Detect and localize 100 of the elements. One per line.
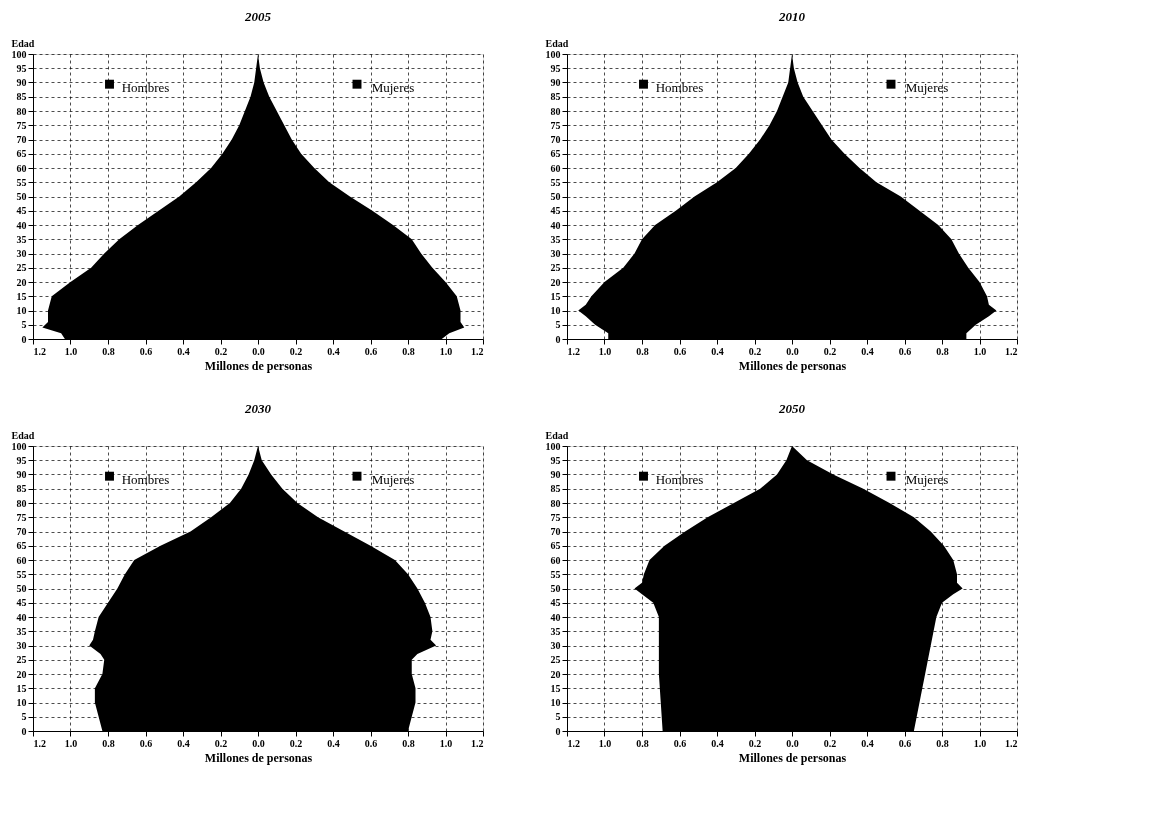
y-tick-label: 30 xyxy=(550,248,561,259)
legend-label: Mujeres xyxy=(371,472,415,488)
y-tick-label: 15 xyxy=(550,290,561,302)
y-tick-label: 90 xyxy=(550,77,561,88)
x-tick-label: 1.2 xyxy=(33,345,46,357)
x-tick-label: 0.8 xyxy=(102,345,115,357)
y-tick-label: 45 xyxy=(16,205,27,217)
x-tick-label: 0.0 xyxy=(786,737,799,749)
x-axis-title: Millones de personas xyxy=(204,750,313,765)
y-tick-label: 80 xyxy=(550,497,561,509)
y-tick-label: 25 xyxy=(550,654,561,666)
legend-label: Mujeres xyxy=(371,80,415,96)
y-tick-label: 15 xyxy=(16,682,27,694)
x-tick-label: 1.2 xyxy=(471,345,484,357)
y-tick-label: 85 xyxy=(16,483,27,495)
y-tick-label: 20 xyxy=(16,276,27,288)
y-tick-label: 80 xyxy=(550,105,561,117)
y-tick-label: 85 xyxy=(550,483,561,495)
y-tick-label: 65 xyxy=(550,148,561,160)
x-tick-label: 0.0 xyxy=(252,345,265,357)
y-tick-label: 40 xyxy=(16,219,27,231)
y-tick-label: 45 xyxy=(16,597,27,609)
y-tick-label: 55 xyxy=(16,568,27,580)
x-tick-label: 1.2 xyxy=(1005,737,1018,749)
legend-label: Hombres xyxy=(655,80,704,96)
y-tick-label: 65 xyxy=(550,540,561,552)
x-tick-label: 0.8 xyxy=(402,345,415,357)
y-tick-label: 90 xyxy=(550,469,561,480)
y-tick-label: 55 xyxy=(550,176,561,188)
x-tick-label: 0.2 xyxy=(289,737,303,749)
y-tick-label: 30 xyxy=(16,248,27,259)
y-tick-label: 75 xyxy=(16,119,27,131)
x-tick-label: 0.2 xyxy=(214,737,228,749)
y-tick-label: 20 xyxy=(550,276,561,288)
x-tick-label: 0.6 xyxy=(898,345,912,357)
x-tick-label: 0.6 xyxy=(364,737,378,749)
x-tick-label: 0.2 xyxy=(748,737,762,749)
y-tick-label: 100 xyxy=(11,440,27,452)
x-tick-label: 0.6 xyxy=(139,737,153,749)
x-tick-label: 0.0 xyxy=(786,345,799,357)
legend-label: Mujeres xyxy=(905,80,949,96)
y-tick-label: 65 xyxy=(16,540,27,552)
y-tick-label: 55 xyxy=(550,568,561,580)
y-axis-title: Edad xyxy=(11,37,35,49)
y-tick-label: 0 xyxy=(21,725,27,737)
y-tick-label: 65 xyxy=(16,148,27,160)
x-tick-label: 0.4 xyxy=(327,737,340,749)
y-tick-label: 75 xyxy=(16,511,27,523)
x-tick-label: 0.2 xyxy=(214,345,228,357)
x-tick-label: 0.6 xyxy=(898,737,912,749)
x-tick-label: 1.0 xyxy=(439,345,453,357)
legend-label: Hombres xyxy=(121,472,170,488)
y-tick-label: 100 xyxy=(545,48,561,60)
x-tick-label: 0.8 xyxy=(636,737,649,749)
legend-label: Mujeres xyxy=(905,472,949,488)
y-tick-label: 10 xyxy=(550,305,561,316)
y-tick-label: 30 xyxy=(550,640,561,651)
x-tick-label: 0.2 xyxy=(289,345,303,357)
x-tick-label: 0.6 xyxy=(139,345,153,357)
y-tick-label: 70 xyxy=(16,526,27,537)
y-tick-label: 30 xyxy=(16,640,27,651)
y-tick-label: 40 xyxy=(16,611,27,623)
y-tick-label: 20 xyxy=(16,668,27,680)
x-tick-label: 0.6 xyxy=(673,737,687,749)
x-tick-label: 0.8 xyxy=(936,737,949,749)
y-tick-label: 95 xyxy=(550,454,561,466)
y-tick-label: 20 xyxy=(550,668,561,680)
y-tick-label: 50 xyxy=(550,583,561,594)
y-tick-label: 90 xyxy=(16,77,27,88)
y-tick-label: 10 xyxy=(16,305,27,316)
x-axis-title: Millones de personas xyxy=(204,358,313,373)
y-tick-label: 50 xyxy=(16,583,27,594)
y-tick-label: 0 xyxy=(555,333,561,345)
y-tick-label: 55 xyxy=(16,176,27,188)
y-tick-label: 25 xyxy=(550,262,561,274)
y-tick-label: 25 xyxy=(16,262,27,274)
x-tick-label: 0.4 xyxy=(711,345,724,357)
y-tick-label: 95 xyxy=(16,454,27,466)
y-tick-label: 95 xyxy=(550,62,561,74)
x-tick-label: 0.2 xyxy=(823,737,837,749)
x-tick-label: 1.0 xyxy=(973,345,987,357)
y-axis-title: Edad xyxy=(545,429,569,441)
x-tick-label: 0.4 xyxy=(327,345,340,357)
y-tick-label: 70 xyxy=(16,134,27,145)
y-tick-label: 70 xyxy=(550,526,561,537)
chart-title: 2030 xyxy=(244,401,272,416)
x-tick-label: 1.2 xyxy=(567,737,580,749)
y-tick-label: 85 xyxy=(550,91,561,103)
y-tick-label: 35 xyxy=(550,625,561,637)
chart-title: 2005 xyxy=(244,9,272,24)
x-tick-label: 1.0 xyxy=(439,737,453,749)
y-tick-label: 15 xyxy=(16,290,27,302)
chart-title: 2050 xyxy=(778,401,806,416)
x-tick-label: 0.8 xyxy=(936,345,949,357)
legend-label: Hombres xyxy=(655,472,704,488)
x-tick-label: 0.4 xyxy=(711,737,724,749)
x-tick-label: 0.8 xyxy=(102,737,115,749)
y-tick-label: 70 xyxy=(550,134,561,145)
x-tick-label: 1.0 xyxy=(64,345,78,357)
x-tick-label: 0.4 xyxy=(861,345,874,357)
